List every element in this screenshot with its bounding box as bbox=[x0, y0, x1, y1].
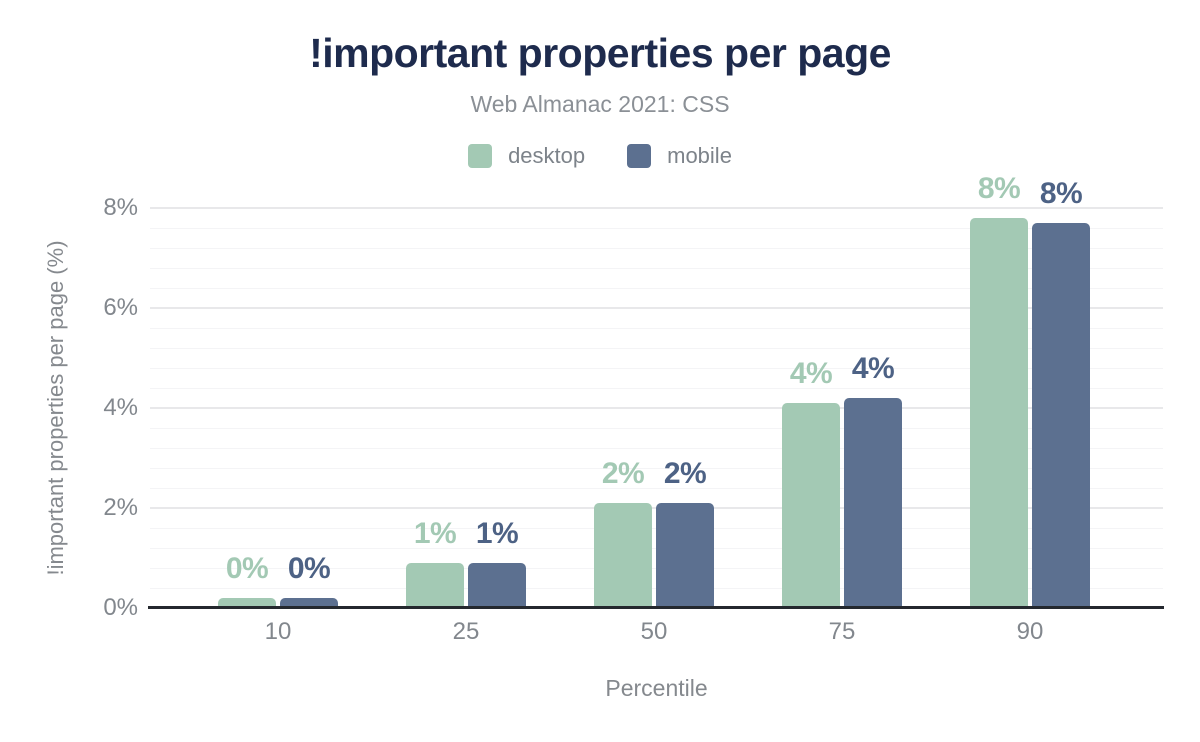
chart-title: !important properties per page bbox=[309, 30, 891, 76]
y-axis-tick-label: 4% bbox=[103, 394, 138, 421]
bar-value-label-desktop: 4% bbox=[789, 357, 833, 390]
legend-label-desktop: desktop bbox=[508, 143, 586, 168]
major-gridline bbox=[150, 207, 1163, 209]
bar-value-label-desktop: 0% bbox=[225, 552, 269, 585]
desktop-swatch-icon bbox=[468, 144, 493, 168]
x-axis-tick-label: 50 bbox=[640, 618, 668, 645]
bar-desktop bbox=[782, 403, 840, 608]
minor-gridline bbox=[150, 287, 1163, 289]
bar-value-label-desktop: 8% bbox=[977, 172, 1021, 205]
bar-mobile bbox=[468, 563, 526, 608]
x-axis-tick-label: 75 bbox=[828, 618, 856, 645]
y-axis-tick-label: 2% bbox=[103, 494, 138, 521]
x-axis-tick-label: 10 bbox=[264, 618, 292, 645]
minor-gridline bbox=[150, 327, 1163, 329]
minor-gridline bbox=[150, 267, 1163, 269]
legend: desktop mobile bbox=[0, 143, 1200, 169]
legend-label-mobile: mobile bbox=[667, 143, 732, 168]
bar-mobile bbox=[656, 503, 714, 608]
y-axis-tick-label: 0% bbox=[103, 594, 138, 621]
minor-gridline bbox=[150, 427, 1163, 429]
y-axis-tick-label: 8% bbox=[103, 194, 138, 221]
bar-mobile bbox=[844, 398, 902, 608]
bar-desktop bbox=[970, 218, 1028, 608]
mobile-swatch-icon bbox=[627, 144, 652, 168]
minor-gridline bbox=[150, 247, 1163, 249]
x-axis-tick-label: 90 bbox=[1016, 618, 1044, 645]
major-gridline bbox=[150, 307, 1163, 309]
minor-gridline bbox=[150, 227, 1163, 229]
chart-subtitle: Web Almanac 2021: CSS bbox=[470, 91, 730, 117]
bar-value-label-desktop: 1% bbox=[413, 517, 457, 550]
y-axis-title: !important properties per page (%) bbox=[43, 240, 68, 576]
bar-value-label-mobile: 2% bbox=[663, 457, 707, 490]
minor-gridline bbox=[150, 487, 1163, 489]
bar-desktop bbox=[218, 598, 276, 608]
minor-gridline bbox=[150, 347, 1163, 349]
bar-mobile bbox=[1032, 223, 1090, 608]
legend-item-desktop: desktop bbox=[468, 143, 585, 169]
bar-value-label-mobile: 0% bbox=[287, 552, 331, 585]
bar-value-label-mobile: 8% bbox=[1039, 177, 1083, 210]
x-axis-title: Percentile bbox=[605, 675, 708, 701]
y-axis-tick-label: 6% bbox=[103, 294, 138, 321]
bar-mobile bbox=[280, 598, 338, 608]
minor-gridline bbox=[150, 447, 1163, 449]
bar-value-label-desktop: 2% bbox=[601, 457, 645, 490]
legend-item-mobile: mobile bbox=[627, 143, 732, 169]
bar-desktop bbox=[406, 563, 464, 608]
bar-value-label-mobile: 4% bbox=[851, 352, 895, 385]
bar-desktop bbox=[594, 503, 652, 608]
minor-gridline bbox=[150, 467, 1163, 469]
major-gridline bbox=[150, 407, 1163, 409]
x-axis-tick-label: 25 bbox=[452, 618, 480, 645]
bar-value-label-mobile: 1% bbox=[475, 517, 519, 550]
minor-gridline bbox=[150, 387, 1163, 389]
minor-gridline bbox=[150, 367, 1163, 369]
x-axis-line bbox=[148, 606, 1164, 609]
